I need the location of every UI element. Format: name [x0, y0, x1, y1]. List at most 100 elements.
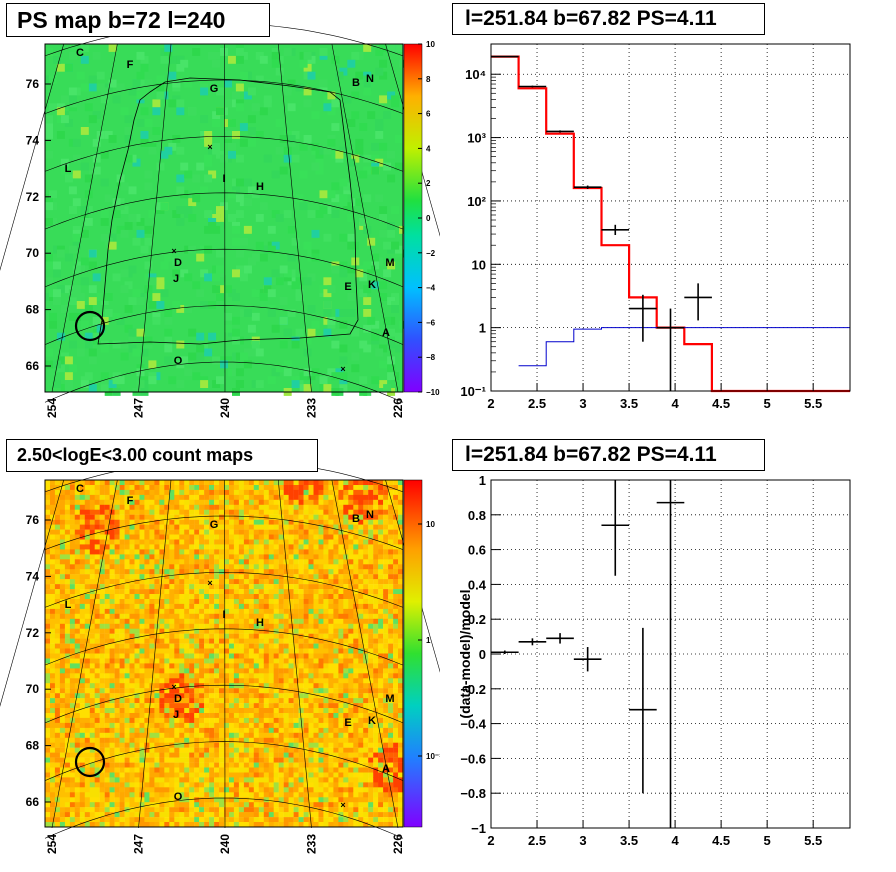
count-map-cell	[109, 574, 115, 580]
count-map-cell	[313, 494, 319, 501]
count-map-cell	[308, 802, 314, 808]
count-map-cell	[144, 767, 150, 773]
count-map-cell	[114, 559, 120, 565]
ps-map-cell	[120, 229, 129, 238]
count-map-cell	[283, 663, 289, 669]
count-map-cell	[303, 703, 309, 709]
count-map-cell	[99, 648, 105, 654]
count-map-cell	[238, 802, 245, 808]
ps-map-cell	[124, 127, 133, 135]
count-map-cell	[224, 608, 230, 615]
count-map-cell	[154, 658, 160, 664]
count-map-cell	[214, 519, 220, 525]
count-map-cell	[174, 554, 180, 560]
ps-map-cell	[251, 312, 260, 321]
count-map-cell	[219, 633, 225, 639]
count-map-cell	[79, 549, 85, 555]
count-map-cell	[84, 564, 90, 570]
count-map-cell	[124, 722, 130, 729]
count-map-cell	[219, 752, 225, 758]
ps-map-cell	[287, 253, 296, 262]
ps-map-cell	[49, 320, 57, 329]
count-map-cell	[209, 499, 215, 505]
count-map-cell	[179, 569, 185, 575]
count-map-cell	[248, 737, 255, 743]
count-map-cell	[308, 589, 314, 595]
count-map-cell	[313, 717, 319, 724]
count-map-cell	[129, 628, 135, 634]
count-map-cell	[74, 777, 80, 783]
count-map-cell	[89, 777, 95, 783]
count-map-cell	[179, 742, 185, 748]
count-map-cell	[45, 564, 51, 570]
count-map-cell	[94, 658, 100, 664]
count-map-cell	[278, 747, 284, 753]
count-map-cell	[45, 772, 51, 778]
count-map-cell	[194, 643, 200, 649]
count-map-cell	[179, 648, 185, 654]
count-map-cell	[184, 777, 190, 783]
count-map-cell	[69, 544, 76, 550]
count-map-cell	[214, 722, 220, 729]
ps-map-cell	[136, 328, 145, 337]
count-map-cell	[169, 594, 175, 600]
count-map-cell	[209, 717, 215, 724]
count-map-cell	[238, 822, 245, 828]
count-map-cell	[184, 529, 190, 535]
count-map-cell	[64, 658, 71, 664]
count-map-cell	[209, 772, 215, 778]
ps-map-cell	[259, 107, 268, 116]
count-map-cell	[199, 564, 205, 570]
count-map-cell	[74, 638, 80, 644]
ps-map-cell	[140, 131, 149, 139]
count-map-cell	[54, 727, 61, 734]
ps-map-cell	[307, 210, 316, 218]
count-map-cell	[64, 618, 71, 624]
count-map-cell	[89, 713, 95, 719]
count-map-cell	[64, 708, 71, 714]
count-map-cell	[139, 638, 145, 644]
count-map-cell	[263, 603, 269, 610]
count-map-cell	[283, 623, 289, 629]
count-map-cell	[139, 594, 145, 600]
count-map-cell	[119, 559, 125, 565]
count-map-cell	[184, 817, 190, 823]
ps-map-cell	[379, 293, 388, 301]
count-map-cell	[308, 807, 314, 813]
count-map-cell	[109, 554, 115, 560]
count-map-cell	[233, 737, 240, 743]
count-map-cell	[94, 787, 100, 793]
ps-map-cell	[176, 340, 185, 349]
count-map-cell	[50, 757, 56, 763]
count-map-cell	[84, 554, 90, 560]
ps-map-cell	[128, 297, 137, 305]
count-map-cell	[253, 737, 259, 743]
count-map-cell	[94, 554, 100, 560]
count-map-cell	[109, 648, 115, 654]
count-map-cell	[159, 623, 165, 629]
count-map-cell	[59, 717, 66, 724]
count-map-cell	[278, 584, 284, 590]
count-map-cell	[164, 683, 170, 689]
count-map-cell	[144, 648, 150, 654]
count-map-cell	[224, 603, 230, 610]
ps-map-cell	[251, 336, 260, 345]
count-map-cell	[54, 732, 61, 738]
count-map-cell	[45, 792, 51, 798]
count-map-cell	[139, 717, 145, 724]
count-map-cell	[219, 767, 225, 773]
count-map-cell	[199, 792, 205, 798]
count-map-cell	[144, 752, 150, 758]
count-map-cell	[50, 489, 56, 496]
count-map-cell	[238, 693, 245, 699]
count-map-cell	[253, 693, 259, 699]
ps-map-cell	[60, 95, 69, 104]
ps-map-cell	[56, 332, 65, 341]
count-map-cell	[229, 554, 235, 560]
count-map-cell	[238, 485, 245, 491]
count-map-cell	[204, 559, 210, 565]
ps-map-cell	[164, 344, 173, 353]
count-map-cell	[233, 554, 240, 560]
ps-map-cell	[363, 324, 372, 333]
count-map-cell	[189, 777, 195, 783]
